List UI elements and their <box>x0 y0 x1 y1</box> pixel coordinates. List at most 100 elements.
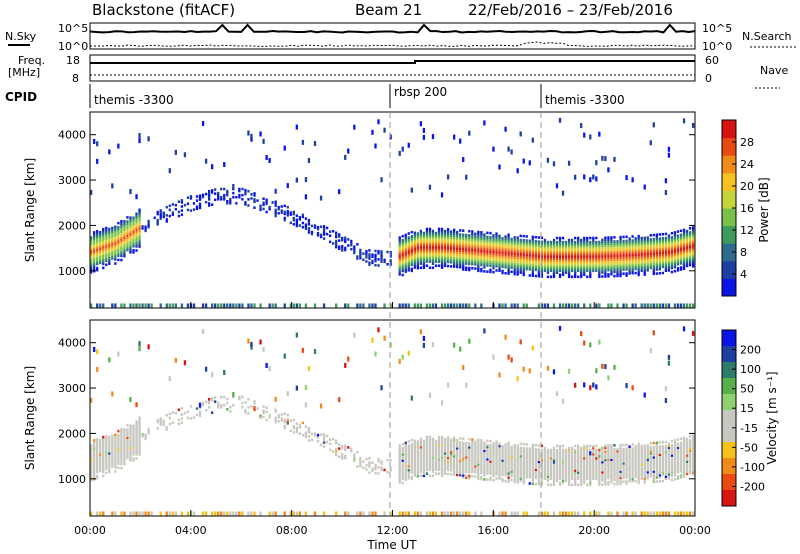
power-cell <box>147 219 150 223</box>
power-cell <box>507 268 510 271</box>
velocity-cell <box>525 449 528 452</box>
power-cell <box>610 236 613 239</box>
power-cell <box>492 236 495 239</box>
power-cell <box>646 264 649 268</box>
power-cell <box>537 266 540 270</box>
velocity-cell <box>640 448 643 452</box>
power-cell <box>604 256 607 260</box>
velocity-cell <box>477 463 480 466</box>
velocity-cell <box>446 450 450 453</box>
velocity-cell <box>586 463 589 466</box>
velocity-cell <box>132 432 135 436</box>
velocity-cell <box>540 477 544 480</box>
velocity-cell <box>555 448 559 452</box>
velocity-cell <box>102 464 105 468</box>
velocity-cell <box>543 463 547 466</box>
velocity-cell <box>643 467 646 470</box>
velocity-cell <box>211 511 214 516</box>
velocity-cell <box>531 460 534 463</box>
velocity-cell <box>96 452 99 455</box>
velocity-cell <box>652 480 655 484</box>
power-cell <box>601 240 604 244</box>
power-cell <box>425 233 429 237</box>
velocity-cell <box>586 477 589 480</box>
velocity-cell <box>513 450 516 453</box>
power-cell <box>295 177 298 183</box>
power-cell <box>132 218 135 222</box>
power-cell <box>431 237 435 241</box>
velocity-cell <box>217 405 220 409</box>
velocity-cell <box>498 448 501 452</box>
power-cell <box>546 257 550 260</box>
power-cell <box>516 168 519 174</box>
power-cell <box>431 250 435 253</box>
velocity-cell <box>413 451 416 455</box>
velocity-cell <box>117 433 120 437</box>
velocity-cell <box>380 460 383 463</box>
power-cell <box>120 242 123 245</box>
velocity-cell <box>549 469 553 472</box>
power-cell <box>123 232 126 235</box>
power-cell <box>480 235 483 238</box>
power-cell <box>401 241 404 244</box>
power-cell <box>673 259 677 263</box>
velocity-cell <box>96 458 99 462</box>
velocity-cell <box>129 456 132 460</box>
power-cell <box>207 191 211 195</box>
power-cell <box>589 177 592 183</box>
velocity-cell <box>601 454 604 458</box>
power-cell <box>428 227 432 231</box>
velocity-cell <box>171 511 174 516</box>
power-cell <box>486 239 489 243</box>
power-cell <box>489 235 492 239</box>
power-cell <box>126 228 129 231</box>
power-cell <box>453 230 456 234</box>
power-cell <box>522 303 525 308</box>
velocity-cell <box>93 475 96 479</box>
velocity-cell <box>616 460 619 463</box>
velocity-cell <box>253 402 256 405</box>
velocity-cell <box>462 463 465 467</box>
power-cell <box>295 303 298 308</box>
velocity-cell <box>313 432 317 435</box>
velocity-cell <box>105 449 108 452</box>
power-cell <box>564 249 568 252</box>
power-cell <box>543 303 547 308</box>
velocity-cell <box>531 451 534 455</box>
velocity-cell <box>598 458 601 462</box>
power-cell <box>604 236 607 239</box>
power-cell <box>247 130 250 136</box>
velocity-cell <box>431 466 435 469</box>
velocity-cell <box>111 461 114 464</box>
velocity-cell <box>658 447 661 450</box>
velocity-cell <box>495 456 498 460</box>
velocity-cell <box>465 468 468 471</box>
velocity-cell <box>598 339 601 345</box>
velocity-cell <box>655 461 658 465</box>
velocity-cell <box>528 451 531 455</box>
velocity-cell <box>453 457 456 460</box>
power-cell <box>589 244 592 248</box>
power-cell <box>443 242 447 245</box>
velocity-cell <box>96 476 99 480</box>
velocity-cell <box>274 408 277 412</box>
power-cell <box>667 252 671 256</box>
velocity-cell <box>658 459 661 463</box>
velocity-cell <box>634 457 637 460</box>
velocity-cell <box>522 448 525 452</box>
power-cell <box>483 235 486 238</box>
power-cell <box>670 260 674 264</box>
power-cell <box>126 222 129 225</box>
power-cell <box>540 254 544 258</box>
power-cell <box>437 260 441 263</box>
power-cell <box>685 250 689 253</box>
velocity-cell <box>610 454 613 457</box>
power-cell <box>643 254 646 258</box>
power-cell <box>613 244 616 247</box>
power-cell <box>483 249 486 253</box>
power-cell <box>583 240 586 244</box>
velocity-cell <box>489 464 492 467</box>
velocity-cell <box>159 417 162 420</box>
power-cell <box>428 256 432 259</box>
power-cell <box>691 234 695 237</box>
